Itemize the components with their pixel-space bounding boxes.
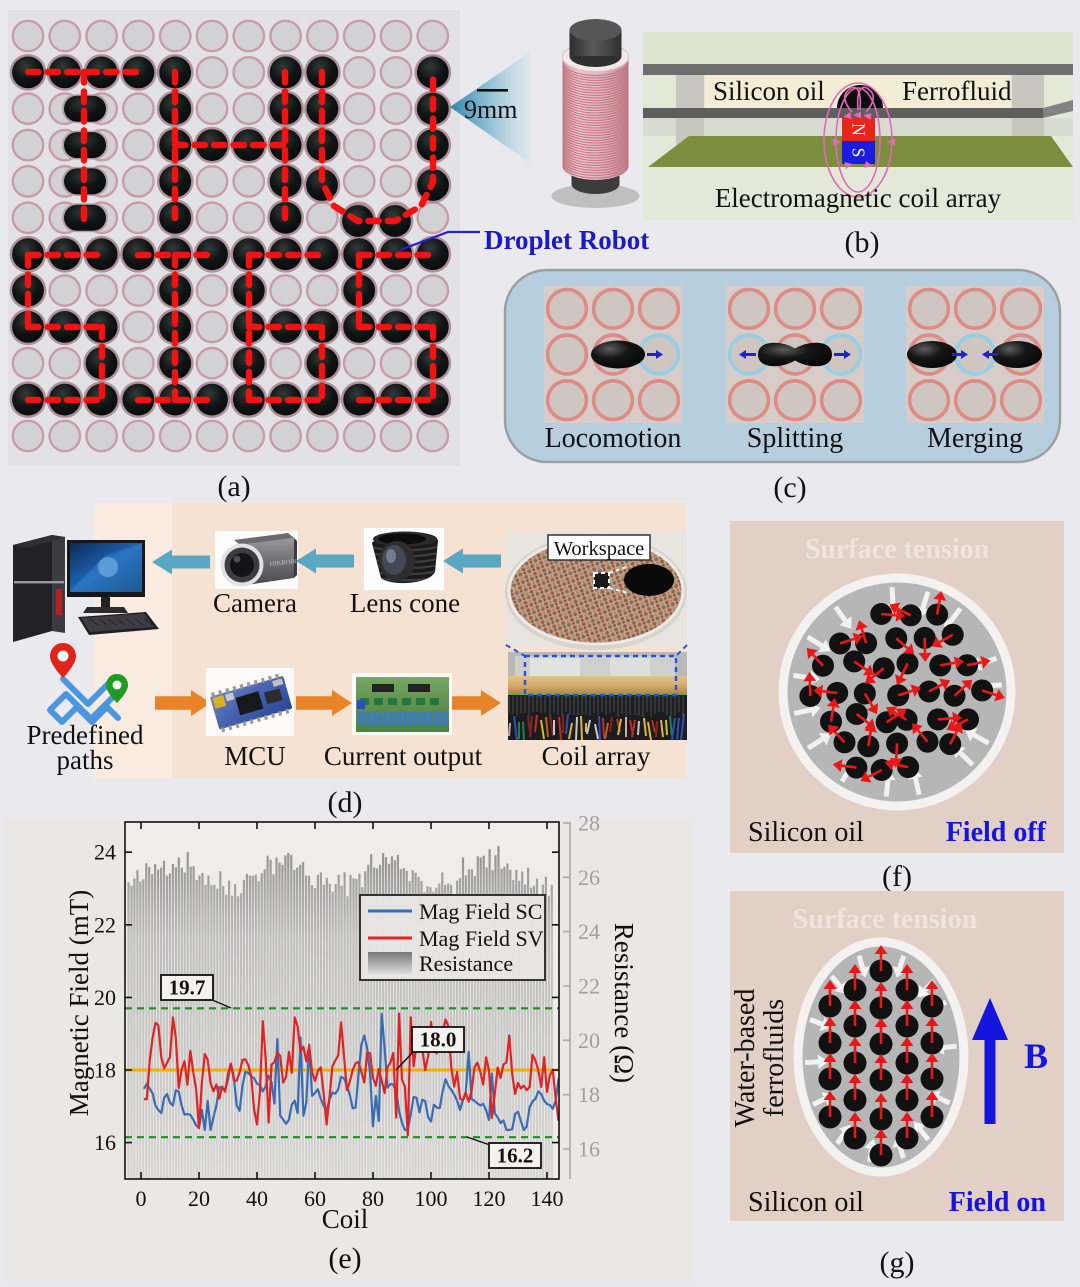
svg-text:0: 0 — [136, 1186, 147, 1211]
svg-text:Camera: Camera — [213, 588, 297, 618]
svg-text:paths: paths — [57, 745, 114, 775]
svg-text:(f): (f) — [882, 860, 912, 893]
svg-text:Water-based: Water-based — [730, 989, 761, 1128]
svg-text:20: 20 — [578, 1028, 600, 1053]
svg-text:Resistance (Ω): Resistance (Ω) — [609, 923, 639, 1083]
svg-text:Surface tension: Surface tension — [793, 904, 978, 935]
svg-text:19.7: 19.7 — [169, 976, 206, 1000]
svg-text:Mag Field SC: Mag Field SC — [419, 899, 542, 924]
svg-text:24: 24 — [578, 919, 600, 944]
svg-text:(e): (e) — [328, 1242, 361, 1275]
svg-text:Silicon oil: Silicon oil — [748, 1187, 864, 1218]
svg-text:Surface tension: Surface tension — [805, 534, 990, 565]
svg-text:S: S — [849, 148, 869, 158]
svg-text:(c): (c) — [773, 471, 806, 504]
svg-text:B: B — [1024, 1036, 1048, 1076]
svg-text:Splitting: Splitting — [747, 423, 843, 454]
svg-text:Lens cone: Lens cone — [350, 588, 460, 618]
svg-text:22: 22 — [578, 974, 600, 999]
svg-text:Current output: Current output — [324, 741, 483, 771]
svg-text:Resistance: Resistance — [419, 951, 513, 976]
svg-text:9mm: 9mm — [464, 95, 517, 124]
svg-text:24: 24 — [94, 840, 116, 865]
svg-text:(d): (d) — [328, 786, 363, 819]
svg-text:Field on: Field on — [949, 1187, 1047, 1218]
svg-text:18: 18 — [94, 1058, 116, 1083]
svg-text:(a): (a) — [217, 470, 250, 503]
svg-text:18.0: 18.0 — [420, 1028, 457, 1052]
svg-text:26: 26 — [578, 865, 600, 890]
svg-text:Droplet Robot: Droplet Robot — [484, 225, 649, 255]
svg-text:(g): (g) — [880, 1246, 915, 1279]
svg-text:16: 16 — [94, 1130, 116, 1155]
svg-text:Merging: Merging — [927, 423, 1023, 454]
svg-text:Field off: Field off — [946, 817, 1047, 848]
svg-text:Silicon oil: Silicon oil — [748, 817, 864, 848]
svg-text:Workspace: Workspace — [554, 538, 645, 560]
svg-text:18: 18 — [578, 1082, 600, 1107]
svg-text:140: 140 — [531, 1186, 564, 1211]
svg-text:40: 40 — [246, 1186, 268, 1211]
svg-text:(b): (b) — [845, 226, 880, 259]
svg-text:16.2: 16.2 — [497, 1144, 534, 1168]
svg-text:N: N — [849, 123, 869, 136]
svg-text:20: 20 — [188, 1186, 210, 1211]
svg-text:Coil: Coil — [322, 1204, 369, 1234]
svg-text:22: 22 — [94, 912, 116, 937]
svg-text:Ferrofluid: Ferrofluid — [902, 76, 1012, 106]
svg-text:Silicon oil: Silicon oil — [713, 76, 825, 106]
svg-text:16: 16 — [578, 1137, 600, 1162]
svg-text:Locomotion: Locomotion — [545, 423, 682, 454]
svg-text:ferrofluids: ferrofluids — [759, 999, 790, 1117]
svg-text:MCU: MCU — [224, 741, 286, 771]
svg-text:20: 20 — [94, 985, 116, 1010]
svg-text:Magnetic Field (mT): Magnetic Field (mT) — [64, 890, 94, 1116]
svg-text:Coil array: Coil array — [542, 741, 651, 771]
svg-text:100: 100 — [415, 1186, 448, 1211]
svg-text:Mag Field SV: Mag Field SV — [419, 926, 544, 951]
svg-text:Electromagnetic coil array: Electromagnetic coil array — [715, 183, 1002, 213]
svg-text:120: 120 — [473, 1186, 506, 1211]
svg-text:28: 28 — [578, 811, 600, 836]
